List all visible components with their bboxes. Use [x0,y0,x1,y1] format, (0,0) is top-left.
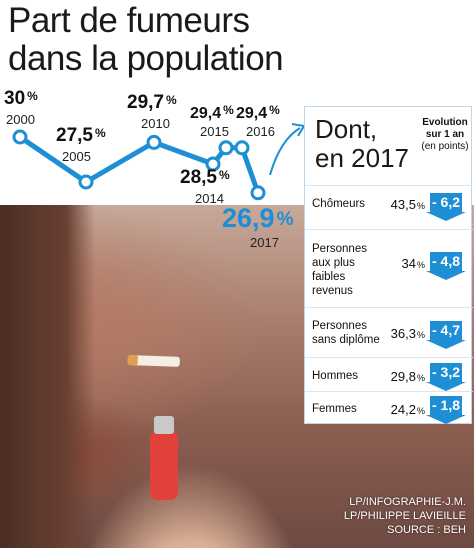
arrow-down-icon [426,271,466,280]
point-2010 [146,134,162,150]
point-2005 [78,174,94,190]
point-2015 [218,140,234,156]
label-2014: 28,5% [180,167,230,188]
label-2017: 26,9% [222,203,294,233]
row-value: 24,2% [390,402,425,417]
year-2014: 2014 [195,191,224,206]
point-2014 [205,156,221,172]
arrow-down-icon [426,382,466,391]
label-2016: 29,4% [236,103,280,122]
lighter-head-icon [154,416,174,434]
label-2015: 29,4% [190,103,234,122]
row-hommes: Hommes 29,8% - 3,2 [305,357,473,392]
arrow-down-icon [426,340,466,349]
row-name: Femmes [312,403,357,415]
credits: LP/INFOGRAPHIE-J.M. LP/PHILIPPE LAVIEILL… [343,496,466,536]
label-2000: 30% [4,88,38,109]
photo-hair-shadow [0,205,95,548]
row-name: Hommes [312,370,359,382]
row-name: Personnes aux plus faibles revenus [312,243,367,297]
cigarette-filter-icon [127,355,138,366]
page-title: Part de fumeurs dans la population [8,1,284,78]
cigarette-icon [127,355,180,367]
year-2015: 2015 [200,124,229,139]
arrow-down-icon [426,415,466,424]
row-value: 29,8% [390,369,425,384]
row-value: 36,3% [390,326,425,341]
row-name: Chômeurs [312,198,366,210]
row-value: 43,5% [390,197,425,212]
row-femmes: Femmes 24,2% - 1,8 [305,391,473,425]
row-faibles-revenus: Personnes aux plus faibles revenus 34% -… [305,229,473,308]
point-2000 [12,129,28,145]
evolution-column-header: Evolution sur 1 an (en points) [421,117,469,152]
point-2017 [250,185,266,201]
row-value: 34% [401,256,425,271]
title-line-1: Part de fumeurs [8,1,250,40]
arrow-down-icon [426,212,466,221]
row-chomeurs: Chômeurs 43,5% - 6,2 [305,185,473,230]
year-2017: 2017 [250,235,279,250]
title-line-2: dans la population [8,39,284,78]
breakdown-panel: Dont, en 2017 Evolution sur 1 an (en poi… [304,106,473,425]
row-name: Personnes sans diplôme [312,320,380,346]
year-2000: 2000 [6,112,35,127]
pointer-arrow-icon [269,127,301,176]
label-2010: 29,7% [127,92,177,113]
year-2010: 2010 [141,116,170,131]
point-2016 [234,140,250,156]
lighter-icon [150,430,178,500]
row-sans-diplome: Personnes sans diplôme 36,3% - 4,7 [305,307,473,358]
panel-heading: Dont, en 2017 [315,114,409,173]
year-2005: 2005 [62,149,91,164]
label-2005: 27,5% [56,125,106,146]
year-2016: 2016 [246,124,275,139]
